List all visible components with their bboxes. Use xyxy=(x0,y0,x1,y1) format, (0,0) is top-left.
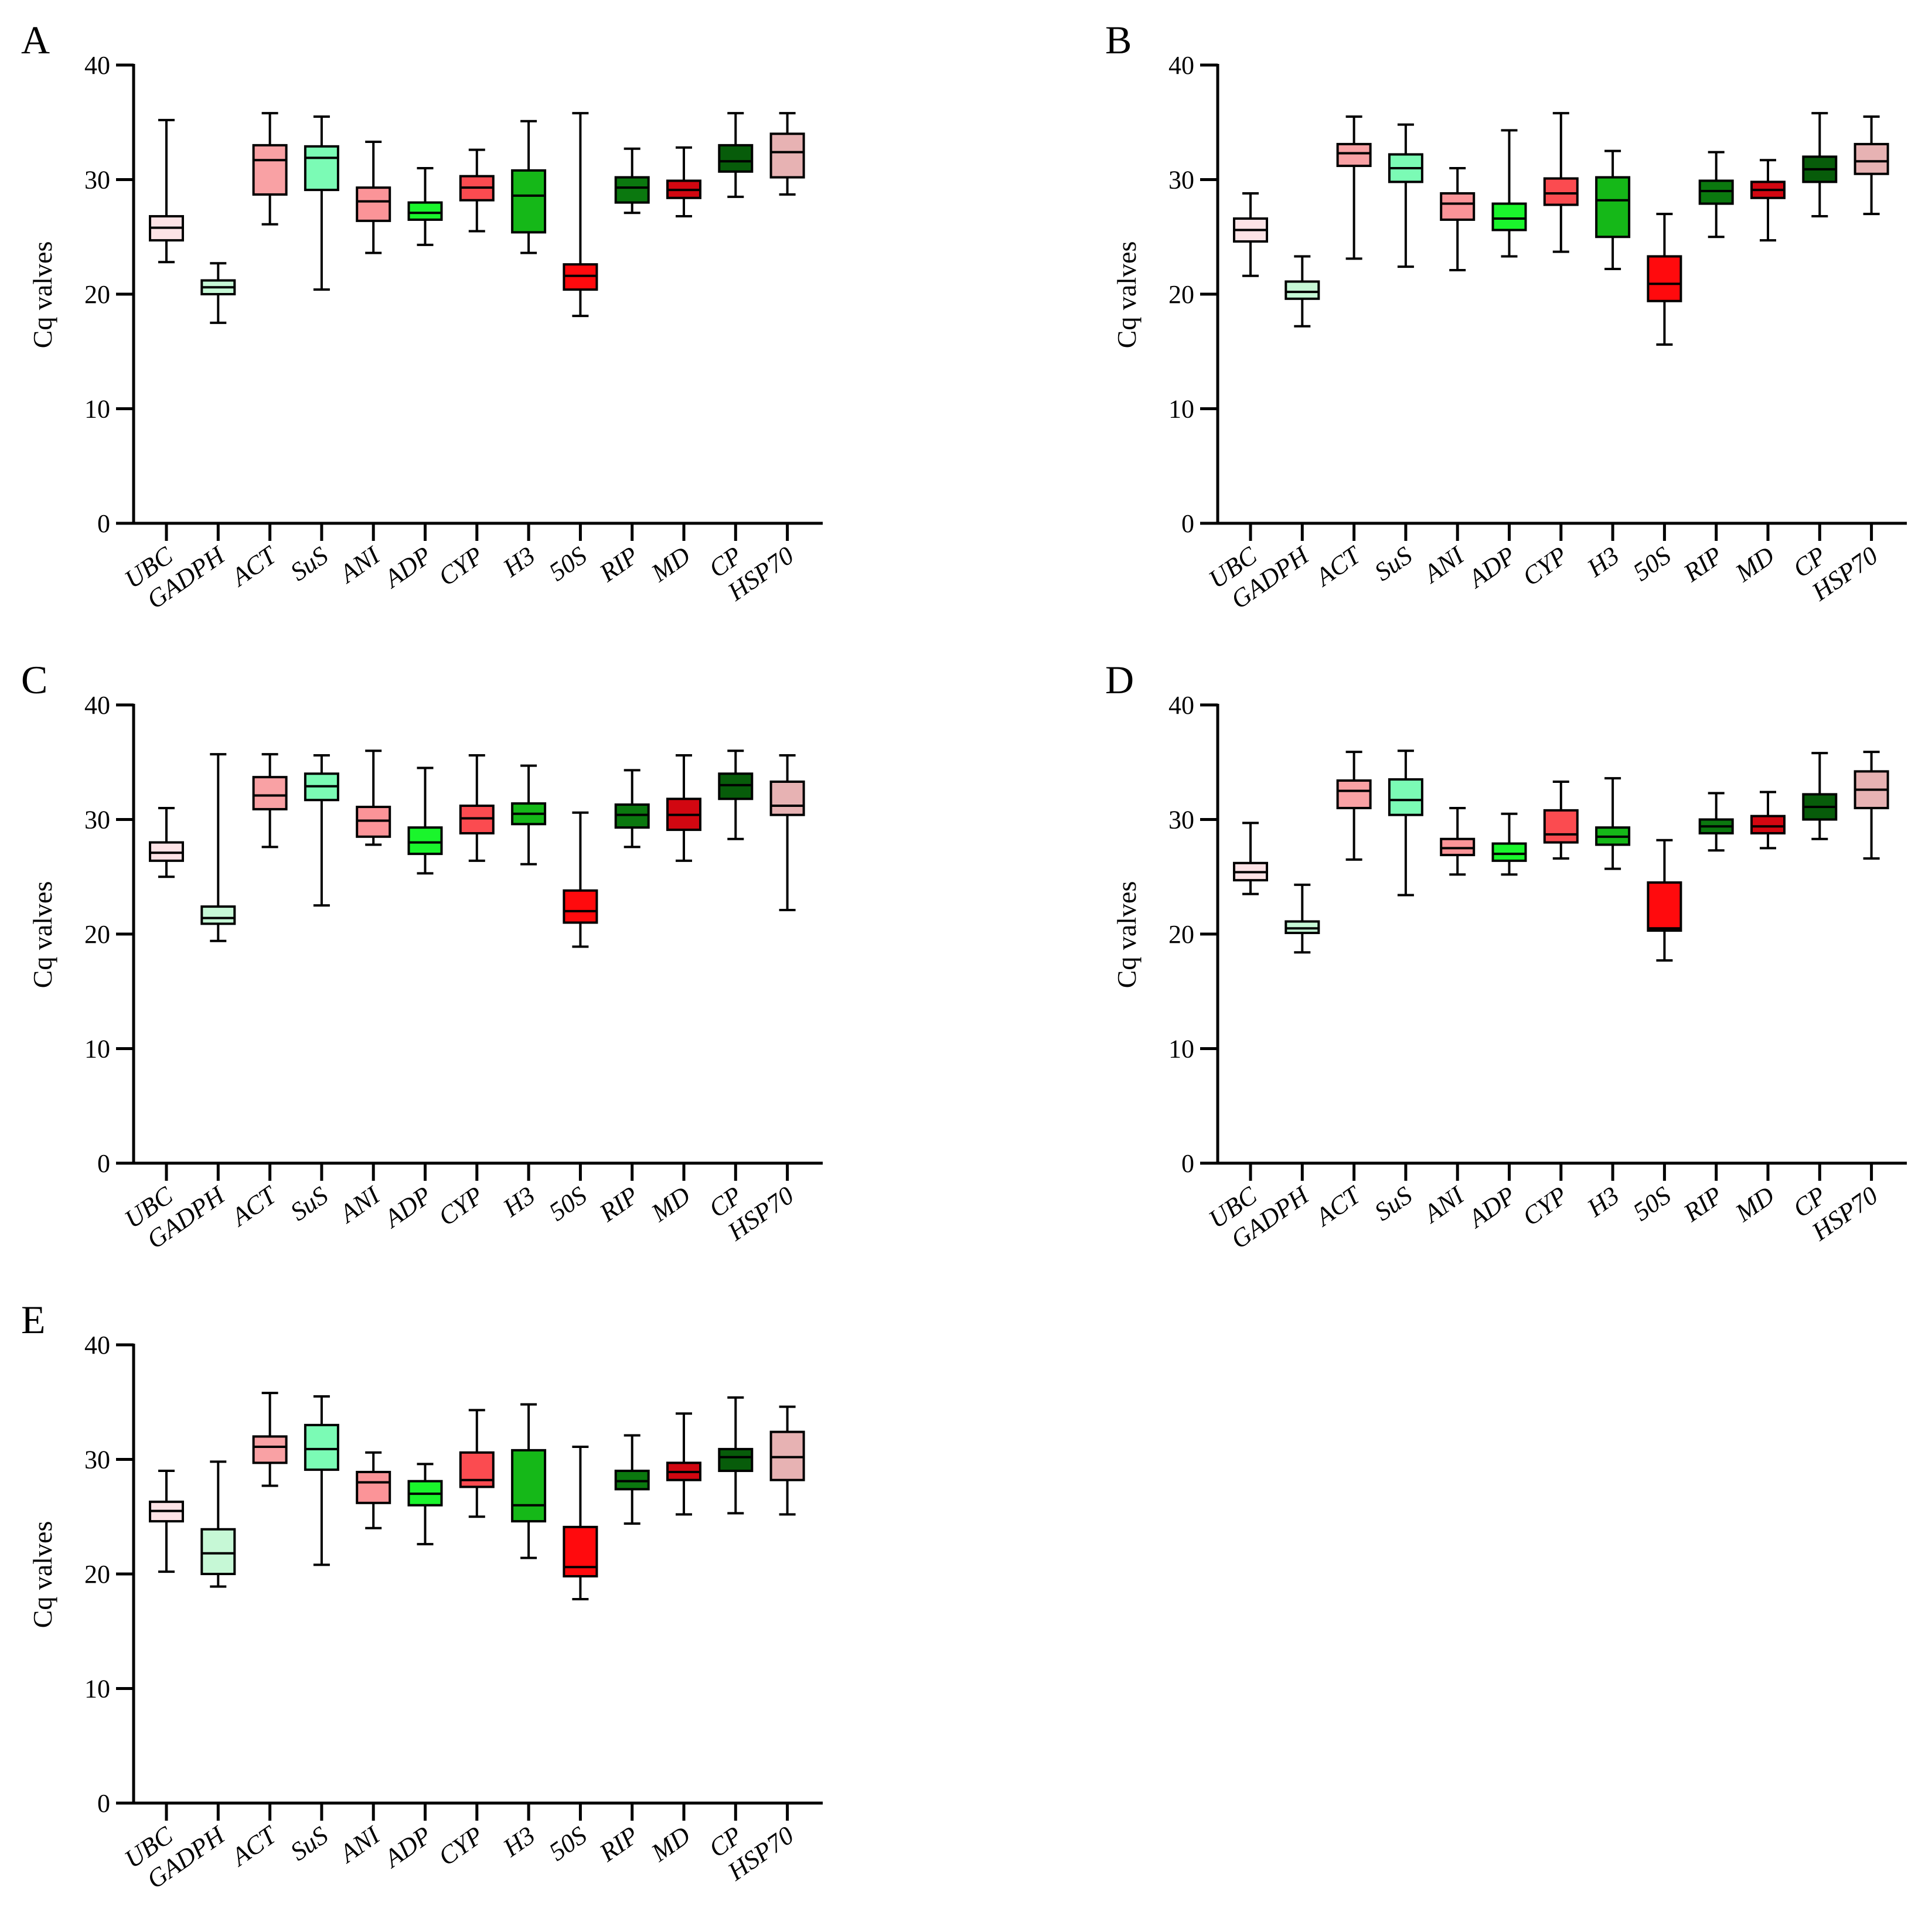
y-axis-title-b: Cq valves xyxy=(1112,241,1142,349)
y-tick-label-d: 30 xyxy=(1168,806,1194,834)
box-b-cyp xyxy=(1543,177,1579,206)
box-c-hsp70 xyxy=(769,780,805,816)
box-b-hsp70 xyxy=(1854,142,1889,175)
box-b-act xyxy=(1336,142,1372,168)
y-tick-label-a: 10 xyxy=(84,395,110,424)
box-d-50s xyxy=(1647,881,1682,932)
y-tick-label-a: 20 xyxy=(84,280,110,309)
y-tick-label-a: 30 xyxy=(84,166,110,195)
y-tick-label-b: 10 xyxy=(1168,395,1194,424)
box-b-h3 xyxy=(1595,176,1631,238)
y-tick-label-c: 30 xyxy=(84,806,110,834)
y-tick-label-c: 40 xyxy=(84,691,110,720)
panel-letter-d: D xyxy=(1105,657,1134,702)
box-b-adp xyxy=(1491,202,1527,231)
y-tick-label-e: 40 xyxy=(84,1331,110,1359)
panel-letter-b: B xyxy=(1105,18,1132,62)
box-a-hsp70 xyxy=(769,132,805,179)
box-e-cyp xyxy=(459,1451,495,1488)
box-e-gadph xyxy=(200,1528,236,1576)
y-tick-label-d: 40 xyxy=(1168,691,1194,720)
y-tick-label-c: 10 xyxy=(84,1035,110,1064)
box-e-50s xyxy=(563,1525,598,1577)
y-tick-label-e: 10 xyxy=(84,1675,110,1703)
box-d-adp xyxy=(1491,842,1527,862)
y-tick-label-a: 40 xyxy=(84,51,110,80)
box-a-rip xyxy=(614,176,650,204)
box-a-act xyxy=(252,144,288,196)
y-tick-label-d: 0 xyxy=(1181,1149,1194,1178)
y-tick-label-b: 30 xyxy=(1168,166,1194,195)
y-tick-label-b: 40 xyxy=(1168,51,1194,80)
y-tick-label-e: 0 xyxy=(97,1789,110,1818)
panel-letter-a: A xyxy=(21,18,50,62)
box-c-gadph xyxy=(200,905,236,925)
chart-marks-a xyxy=(149,112,805,324)
panel-letter-c: C xyxy=(21,657,47,702)
box-e-h3 xyxy=(511,1449,547,1523)
box-a-sus xyxy=(304,145,339,192)
box-d-sus xyxy=(1388,778,1423,816)
y-tick-label-c: 20 xyxy=(84,920,110,949)
y-tick-label-a: 0 xyxy=(97,509,110,538)
box-d-act xyxy=(1336,779,1372,809)
box-e-ani xyxy=(356,1471,391,1504)
y-tick-label-b: 20 xyxy=(1168,280,1194,309)
panel-letter-e: E xyxy=(21,1297,46,1342)
y-axis-title-a: Cq valves xyxy=(28,241,57,349)
y-axis-title-e: Cq valves xyxy=(28,1521,57,1628)
chart-marks-b xyxy=(1233,112,1889,346)
y-tick-label-c: 0 xyxy=(97,1149,110,1178)
y-tick-label-e: 30 xyxy=(84,1446,110,1474)
y-tick-label-e: 20 xyxy=(84,1560,110,1589)
box-b-50s xyxy=(1647,255,1682,302)
box-e-sus xyxy=(304,1423,339,1471)
y-tick-label-d: 10 xyxy=(1168,1035,1194,1064)
box-e-act xyxy=(252,1435,288,1464)
box-a-adp xyxy=(407,201,443,221)
chart-marks-e xyxy=(149,1392,805,1601)
box-d-cyp xyxy=(1543,809,1579,844)
box-a-ani xyxy=(356,186,391,222)
chart-marks-c xyxy=(149,749,805,948)
box-b-ani xyxy=(1440,192,1476,221)
box-c-act xyxy=(252,776,288,810)
y-tick-label-d: 20 xyxy=(1168,920,1194,949)
y-axis-title-d: Cq valves xyxy=(1112,881,1142,989)
y-axis-title-c: Cq valves xyxy=(28,881,57,989)
box-e-cp xyxy=(718,1447,754,1473)
box-d-md xyxy=(1750,815,1786,834)
y-tick-label-b: 0 xyxy=(1181,509,1194,538)
box-a-h3 xyxy=(511,169,547,234)
box-c-adp xyxy=(407,826,443,856)
box-c-50s xyxy=(563,889,598,924)
box-a-cp xyxy=(718,144,754,173)
box-b-gadph xyxy=(1285,280,1320,300)
chart-marks-d xyxy=(1233,749,1889,962)
